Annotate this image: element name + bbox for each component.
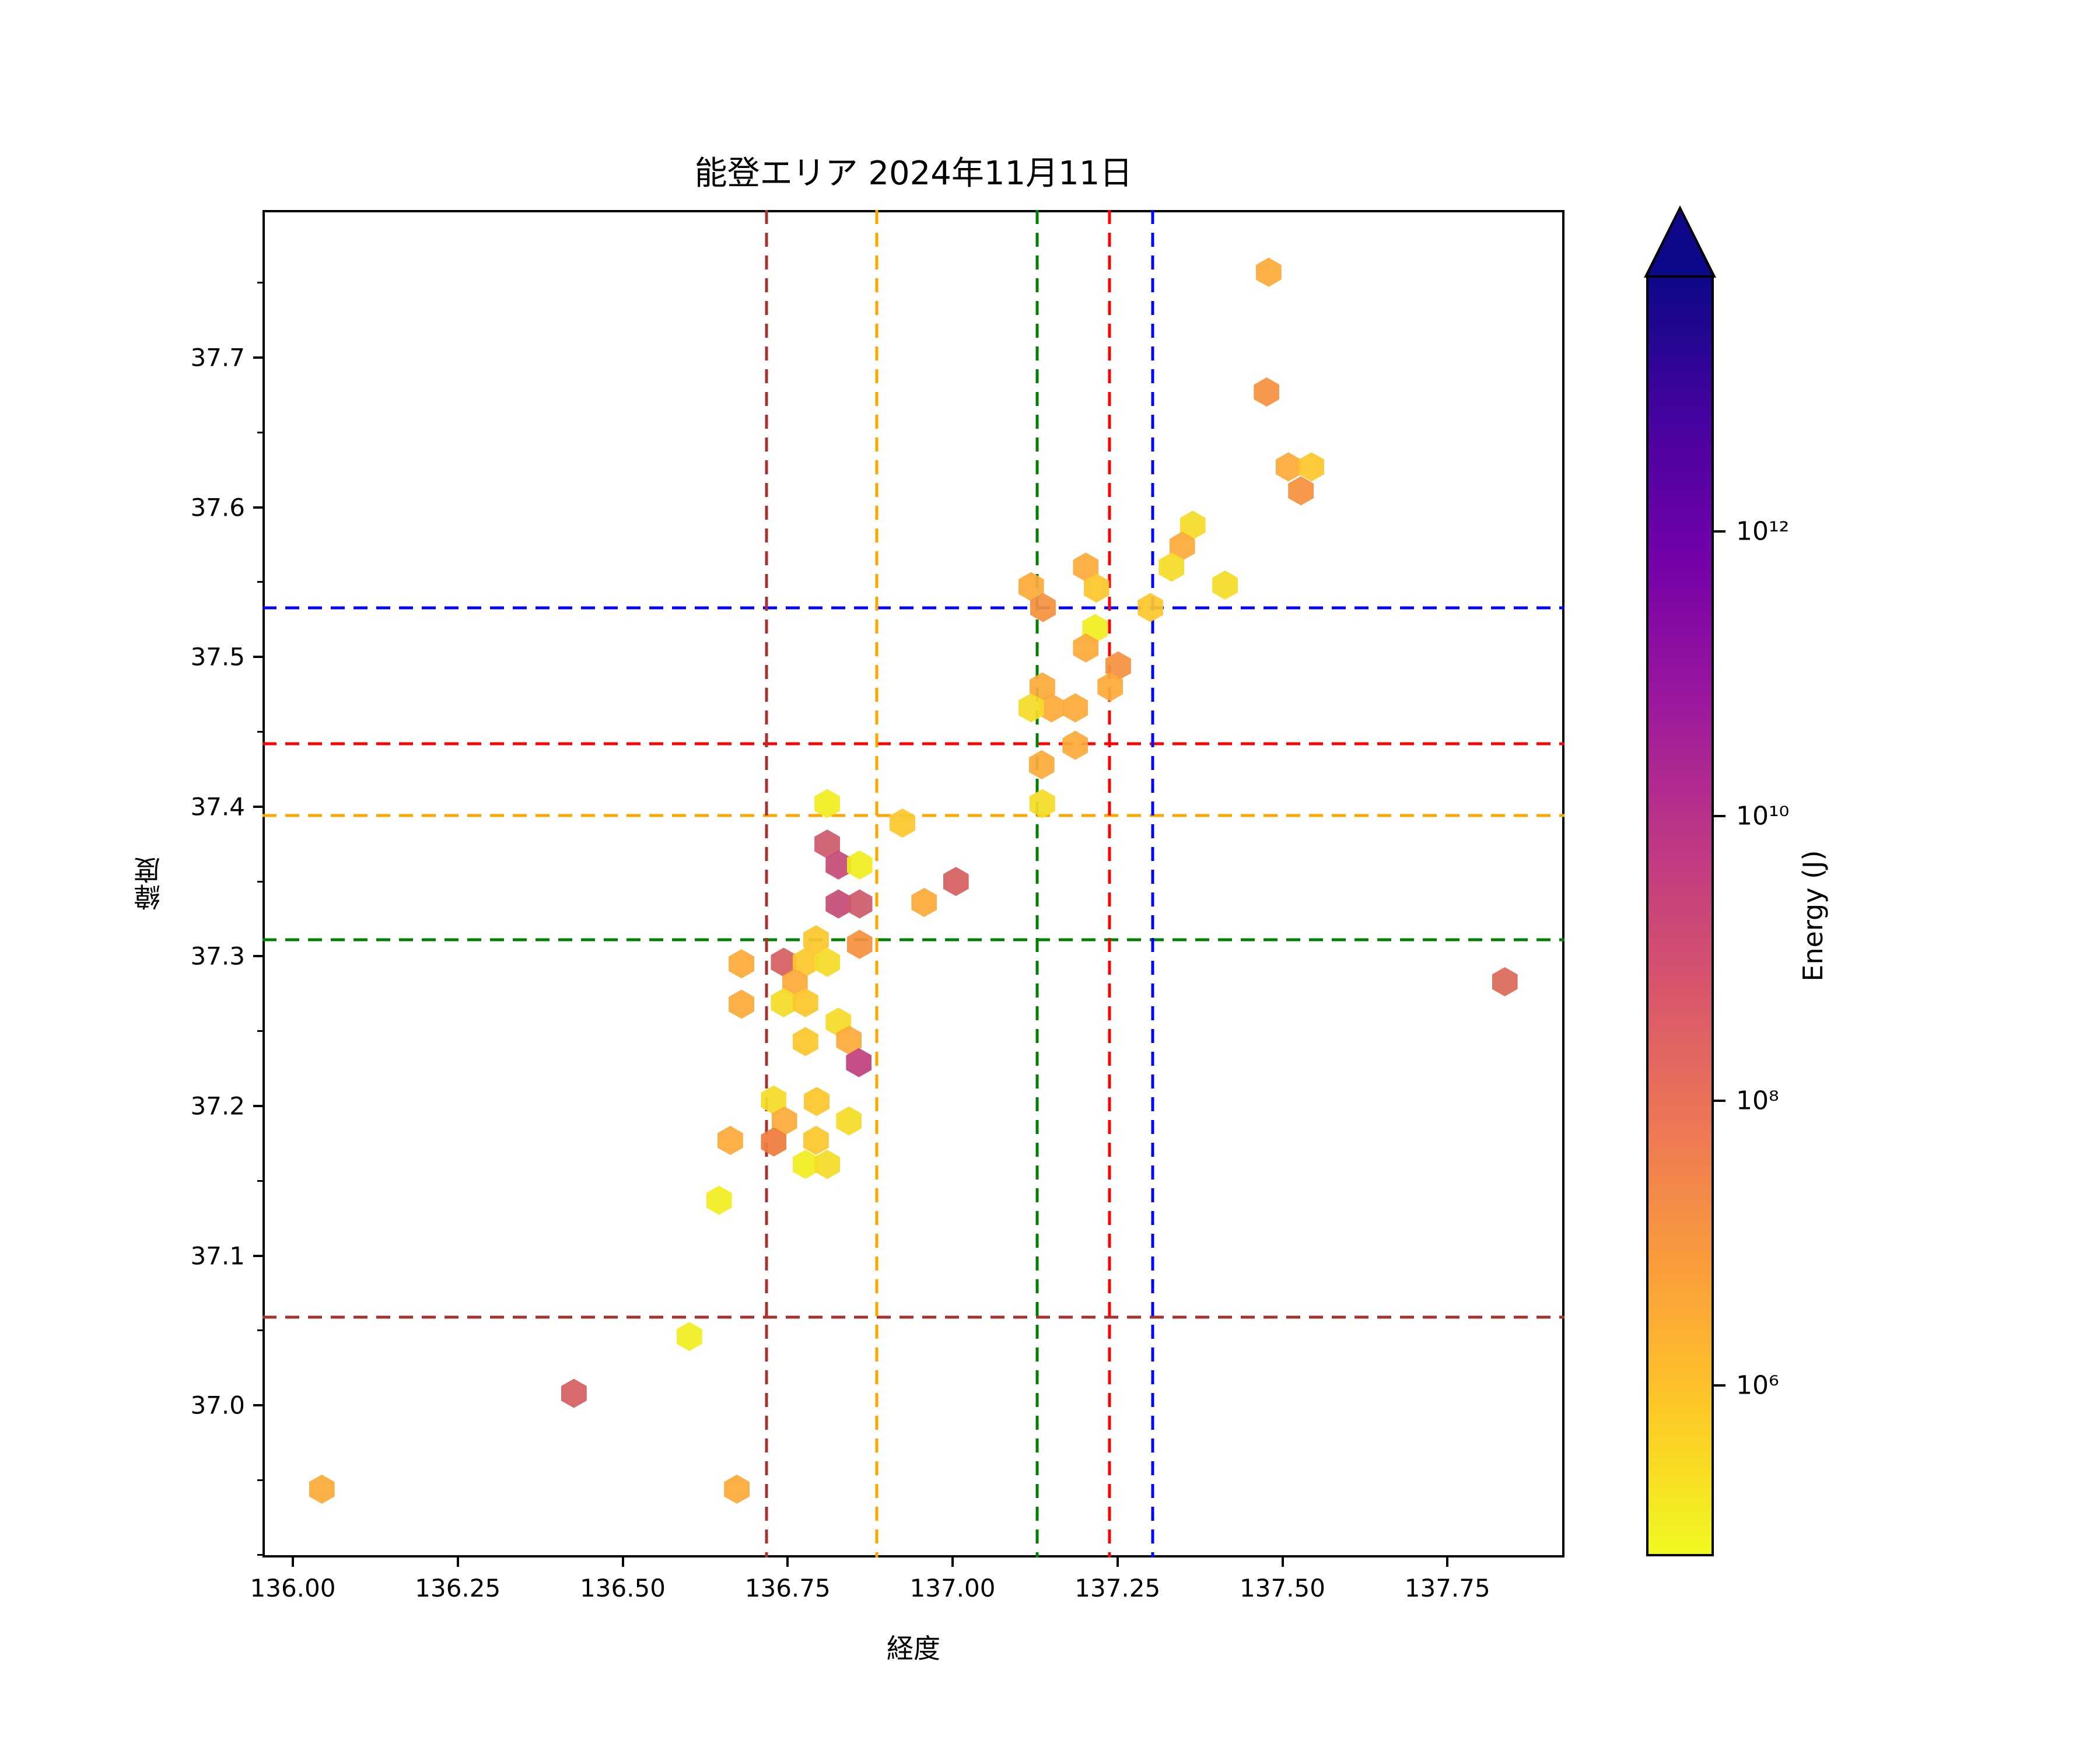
y-minor-tick-mark	[257, 1554, 262, 1556]
data-point-hexagon	[729, 989, 755, 1019]
y-minor-tick-mark	[257, 1180, 262, 1182]
colorbar-extend-arrow	[1647, 210, 1713, 276]
y-tick-label: 37.3	[190, 942, 245, 971]
y-tick-mark	[253, 805, 262, 808]
blue-hline	[262, 606, 1564, 610]
data-point-hexagon	[1138, 593, 1164, 622]
red-vline	[1108, 210, 1111, 1558]
x-tick-mark	[1446, 1558, 1449, 1567]
x-tick-label: 137.50	[1240, 1574, 1325, 1602]
colorbar-label: Energy (J)	[1797, 850, 1829, 982]
y-minor-tick-mark	[257, 581, 262, 583]
plot-area	[262, 210, 1564, 1558]
data-point-hexagon	[761, 1127, 787, 1157]
colorbar-tick-label: 10⁸	[1736, 1086, 1779, 1116]
x-tick-label: 137.25	[1074, 1574, 1161, 1602]
blue-vline	[1151, 210, 1154, 1558]
colorbar-tick-mark	[1714, 1384, 1726, 1387]
data-point-hexagon	[943, 867, 969, 897]
y-tick-mark	[253, 955, 262, 958]
colorbar-tick-label: 10⁶	[1736, 1370, 1779, 1401]
y-tick-mark	[253, 506, 262, 509]
data-point-hexagon	[814, 789, 841, 818]
darkred-hline	[262, 1315, 1564, 1319]
y-minor-tick-mark	[257, 731, 262, 733]
data-point-hexagon	[792, 1027, 818, 1056]
y-minor-tick-mark	[257, 1479, 262, 1481]
chart-title: 能登エリア 2024年11月11日	[694, 155, 1133, 192]
data-point-hexagon	[792, 988, 818, 1017]
data-point-hexagon	[890, 808, 916, 838]
y-tick-label: 37.6	[190, 493, 245, 522]
data-point-hexagon	[846, 1048, 872, 1077]
y-tick-mark	[253, 1404, 262, 1407]
data-point-hexagon	[814, 947, 841, 977]
x-tick-label: 136.75	[744, 1574, 831, 1602]
y-tick-label: 37.2	[190, 1091, 245, 1121]
data-point-hexagon	[1158, 552, 1185, 582]
data-point-hexagon	[1030, 593, 1056, 622]
y-tick-label: 37.7	[190, 343, 245, 372]
x-tick-mark	[1116, 1558, 1119, 1567]
red-hline	[262, 742, 1564, 746]
y-axis-label: 緯度	[133, 857, 164, 911]
colorbar-tick-mark	[1714, 530, 1726, 533]
data-point-hexagon	[836, 1106, 862, 1136]
data-point-hexagon	[1028, 750, 1055, 779]
data-point-hexagon	[1029, 789, 1055, 818]
y-tick-label: 37.5	[190, 642, 245, 671]
data-point-hexagon	[1018, 693, 1044, 723]
data-point-hexagon	[1062, 730, 1088, 760]
colorbar-tick-label: 10¹⁰	[1736, 801, 1790, 831]
y-minor-tick-mark	[257, 1030, 262, 1032]
data-point-hexagon	[803, 1126, 829, 1156]
data-point-hexagon	[846, 850, 873, 880]
x-tick-mark	[951, 1558, 954, 1567]
colorbar-tick-mark	[1714, 815, 1726, 818]
x-tick-label: 136.25	[415, 1574, 501, 1602]
data-point-hexagon	[729, 949, 755, 979]
data-point-hexagon	[792, 1150, 818, 1180]
x-tick-label: 136.50	[580, 1574, 666, 1602]
x-axis-label: 経度	[887, 1633, 940, 1664]
colorbar-tick-mark	[1714, 1100, 1726, 1102]
green-vline	[1035, 210, 1039, 1558]
data-point-hexagon	[1062, 693, 1088, 723]
data-point-hexagon	[1097, 672, 1124, 702]
x-tick-mark	[786, 1558, 789, 1567]
data-point-hexagon	[1073, 633, 1099, 663]
y-tick-mark	[253, 1254, 262, 1257]
data-point-hexagon	[804, 1087, 830, 1116]
y-tick-mark	[253, 356, 262, 359]
x-tick-mark	[621, 1558, 624, 1567]
darkred-vline	[765, 210, 768, 1558]
green-hline	[262, 938, 1564, 942]
x-tick-label: 137.75	[1404, 1574, 1490, 1602]
x-tick-mark	[456, 1558, 459, 1567]
x-tick-label: 137.00	[909, 1574, 996, 1602]
data-point-hexagon	[846, 929, 873, 959]
data-point-hexagon	[771, 988, 797, 1017]
y-tick-mark	[253, 1105, 262, 1107]
y-tick-label: 37.1	[190, 1241, 245, 1270]
y-minor-tick-mark	[257, 880, 262, 883]
y-minor-tick-mark	[257, 431, 262, 433]
y-minor-tick-mark	[257, 282, 262, 284]
y-tick-label: 37.0	[190, 1391, 245, 1420]
data-point-hexagon	[814, 1150, 841, 1180]
data-point-hexagon	[846, 889, 873, 919]
x-tick-mark	[1281, 1558, 1284, 1567]
data-point-hexagon	[717, 1126, 743, 1156]
data-point-hexagon	[1083, 573, 1110, 603]
orange-vline	[875, 210, 878, 1558]
y-tick-mark	[253, 656, 262, 659]
y-minor-tick-mark	[257, 1329, 262, 1332]
data-point-hexagon	[911, 888, 937, 918]
colorbar-gradient	[1646, 275, 1714, 1556]
x-tick-mark	[292, 1558, 294, 1567]
colorbar-tick-label: 10¹²	[1736, 516, 1790, 547]
y-tick-label: 37.4	[190, 792, 245, 821]
x-tick-label: 136.00	[250, 1574, 336, 1602]
